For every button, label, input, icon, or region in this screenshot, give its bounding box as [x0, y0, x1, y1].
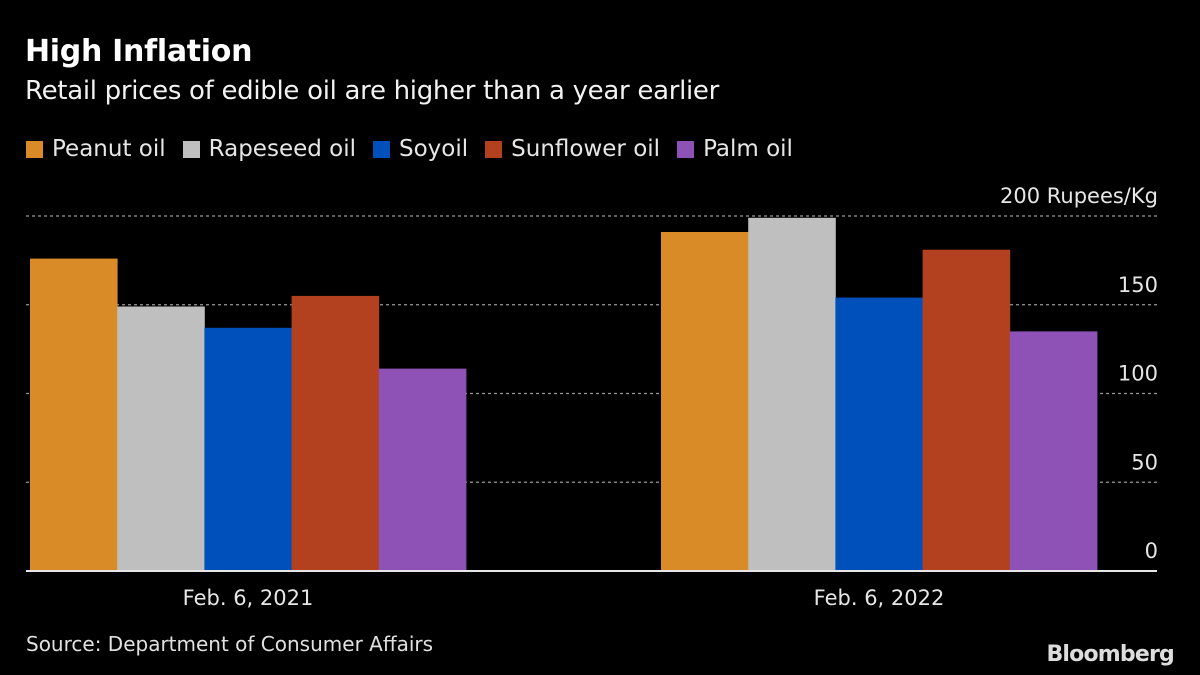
chart-title: High Inflation: [25, 34, 253, 69]
bar-sunflower-oil-feb-6-2022: [922, 249, 1011, 571]
bars: [30, 217, 1098, 572]
y-axis-ticks: 0 50 100 150 200 Rupees/Kg: [1000, 184, 1158, 563]
source-note: Source: Department of Consumer Affairs: [26, 632, 434, 656]
bar-soyoil-feb-6-2022: [835, 297, 923, 571]
y-tick-label: 150: [1118, 273, 1158, 297]
bar-palm-oil-feb-6-2021: [378, 368, 467, 571]
legend-swatch: [485, 140, 503, 158]
bar-sunflower-oil-feb-6-2021: [291, 295, 380, 571]
legend: Peanut oil Rapeseed oil Soyoil Sunflower oi…: [26, 136, 810, 162]
bloomberg-logo: Bloomberg: [1046, 642, 1174, 667]
legend-item-peanut-oil: Peanut oil: [26, 136, 166, 162]
y-tick-label: 200 Rupees/Kg: [1000, 184, 1158, 208]
bar-rapeseed-oil-feb-6-2022: [748, 217, 836, 572]
legend-label: Soyoil: [399, 136, 469, 162]
y-tick-label: 0: [1145, 539, 1158, 563]
x-tick-label: Feb. 6, 2021: [183, 586, 314, 610]
legend-label: Palm oil: [703, 136, 793, 162]
legend-swatch: [26, 140, 43, 158]
legend-label: Rapeseed oil: [208, 136, 357, 162]
bar-palm-oil-feb-6-2022: [1009, 331, 1098, 571]
legend-item-soyoil: Soyoil: [373, 136, 468, 162]
bar-soyoil-feb-6-2021: [204, 327, 292, 571]
x-axis-ticks: Feb. 6, 2021 Feb. 6, 2022: [183, 586, 945, 610]
legend-item-rapeseed-oil: Rapeseed oil: [182, 136, 357, 162]
legend-item-palm-oil: Palm oil: [677, 136, 793, 162]
x-tick-label: Feb. 6, 2022: [814, 586, 945, 610]
bar-rapeseed-oil-feb-6-2021: [117, 306, 205, 571]
y-tick-label: 50: [1131, 450, 1158, 474]
chart-subtitle: Retail prices of edible oil are higher t…: [25, 76, 720, 106]
bar-peanut-oil-feb-6-2022: [661, 232, 749, 571]
legend-label: Peanut oil: [52, 136, 166, 162]
legend-item-sunflower-oil: Sunflower oil: [485, 136, 660, 162]
legend-swatch: [677, 140, 695, 158]
legend-swatch: [182, 140, 200, 158]
bar-peanut-oil-feb-6-2021: [30, 258, 118, 571]
y-tick-label: 100: [1118, 362, 1158, 386]
legend-label: Sunflower oil: [511, 136, 661, 162]
legend-swatch: [373, 140, 391, 158]
